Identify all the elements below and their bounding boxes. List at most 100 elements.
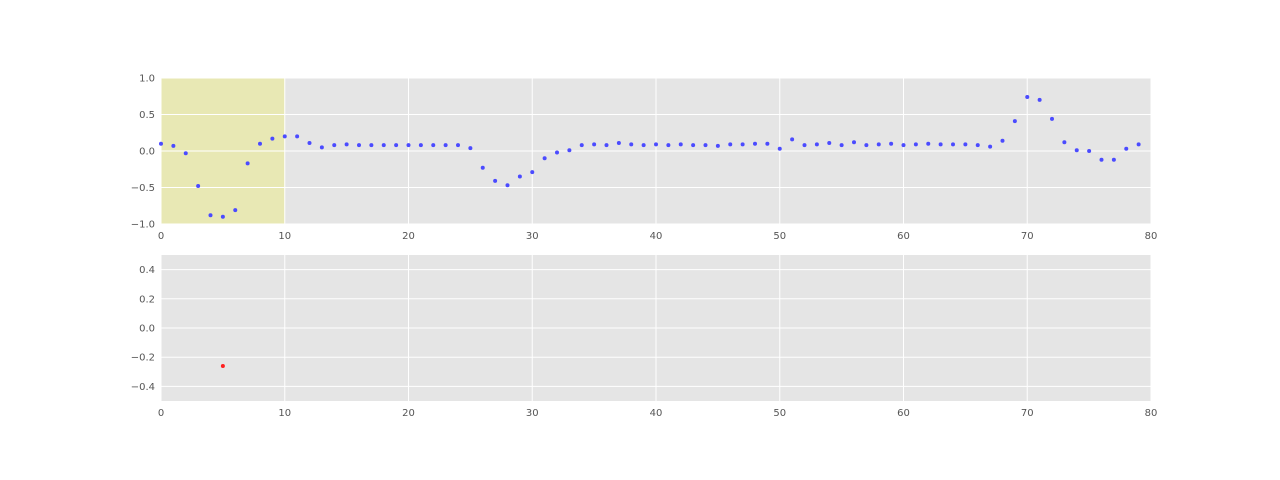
bottom-x-tick-label: 0 bbox=[158, 408, 164, 419]
bottom-x-tick-label: 50 bbox=[773, 408, 786, 419]
top-data-point bbox=[827, 140, 832, 145]
top-data-point bbox=[183, 151, 188, 156]
bottom-x-tick-label: 10 bbox=[278, 408, 291, 419]
top-y-tick-label: −1.0 bbox=[131, 220, 155, 231]
top-data-point bbox=[728, 142, 733, 147]
top-data-point bbox=[1025, 94, 1030, 99]
top-data-point bbox=[332, 143, 337, 148]
bottom-x-tick-label: 20 bbox=[402, 408, 415, 419]
top-data-point bbox=[926, 141, 931, 146]
top-data-point bbox=[208, 213, 213, 218]
top-data-point bbox=[258, 141, 262, 146]
top-data-point bbox=[641, 143, 646, 148]
top-data-point bbox=[505, 183, 510, 188]
top-data-point bbox=[1012, 119, 1017, 124]
top-data-point bbox=[431, 143, 436, 148]
top-data-point bbox=[1111, 157, 1116, 162]
top-data-point bbox=[889, 141, 894, 146]
top-y-tick-label: 0.5 bbox=[139, 110, 155, 121]
top-data-point bbox=[1037, 97, 1042, 102]
top-data-point bbox=[567, 148, 572, 153]
top-data-point bbox=[270, 136, 275, 141]
bottom-x-tick-label: 70 bbox=[1021, 408, 1034, 419]
top-data-point bbox=[344, 142, 349, 147]
top-data-point bbox=[1062, 140, 1067, 145]
top-data-point bbox=[319, 145, 324, 150]
top-x-tick-label: 80 bbox=[1145, 231, 1158, 242]
top-data-point bbox=[418, 143, 423, 148]
bottom-chart-panel: 0 10 20 30 40 50 60 70 80 0.4 0.2 0.0 −0.2 −0.4 bbox=[131, 255, 1158, 419]
top-data-point bbox=[530, 170, 535, 175]
top-data-point bbox=[988, 144, 993, 149]
top-data-point bbox=[456, 143, 460, 148]
top-data-point bbox=[1000, 138, 1005, 143]
top-data-point bbox=[740, 142, 745, 147]
top-data-point bbox=[233, 208, 238, 213]
top-data-point bbox=[171, 143, 176, 148]
top-x-tick-label: 20 bbox=[402, 231, 415, 242]
top-data-point bbox=[517, 174, 522, 179]
bottom-y-tick-label: −0.2 bbox=[131, 353, 155, 364]
bottom-y-tick-label: 0.0 bbox=[139, 324, 155, 335]
top-data-point bbox=[864, 143, 869, 148]
top-data-point bbox=[703, 143, 708, 148]
bottom-x-tick-label: 60 bbox=[897, 408, 910, 419]
top-data-point bbox=[1074, 148, 1079, 153]
top-y-tick-label: −0.5 bbox=[131, 183, 155, 194]
top-data-point bbox=[852, 140, 856, 145]
top-data-point bbox=[938, 142, 943, 147]
top-chart-panel: 0 10 20 30 40 50 60 70 80 1.0 0.5 0.0 −0.5 −1.0 bbox=[131, 74, 1158, 243]
top-data-point bbox=[777, 146, 782, 151]
top-data-point bbox=[295, 134, 300, 139]
bottom-x-tick-label: 30 bbox=[526, 408, 539, 419]
top-data-point bbox=[666, 143, 671, 148]
top-data-point bbox=[790, 137, 795, 142]
top-data-point bbox=[159, 141, 163, 146]
top-data-point bbox=[678, 142, 683, 147]
top-y-tick-label: 1.0 bbox=[139, 74, 155, 85]
top-data-point bbox=[443, 143, 448, 148]
top-data-point bbox=[579, 143, 584, 148]
top-data-point bbox=[1050, 116, 1054, 121]
top-x-tick-label: 0 bbox=[158, 231, 164, 242]
top-data-point bbox=[715, 143, 720, 148]
top-x-tick-label: 10 bbox=[278, 231, 291, 242]
top-data-point bbox=[616, 140, 621, 145]
top-data-point bbox=[555, 150, 559, 155]
top-data-point bbox=[369, 143, 374, 148]
bottom-data-point bbox=[220, 363, 225, 368]
top-data-point bbox=[765, 141, 770, 146]
top-data-point bbox=[1136, 142, 1141, 147]
top-data-point bbox=[802, 143, 807, 148]
top-data-point bbox=[975, 143, 980, 148]
top-data-point bbox=[1099, 157, 1104, 162]
top-data-point bbox=[493, 178, 498, 183]
top-data-point bbox=[406, 143, 411, 148]
top-data-point bbox=[963, 142, 968, 147]
top-data-point bbox=[381, 143, 386, 148]
top-data-point bbox=[629, 142, 634, 147]
top-data-point bbox=[876, 142, 881, 147]
top-data-point bbox=[282, 134, 287, 139]
top-data-point bbox=[839, 143, 844, 148]
bottom-y-tick-label: 0.4 bbox=[139, 265, 155, 276]
top-data-point bbox=[394, 143, 399, 148]
bottom-x-tick-label: 80 bbox=[1145, 408, 1158, 419]
top-data-point bbox=[220, 214, 225, 219]
top-x-tick-label: 50 bbox=[773, 231, 786, 242]
top-data-point bbox=[691, 143, 696, 148]
top-data-point bbox=[468, 146, 473, 151]
bottom-y-tick-label: −0.4 bbox=[131, 382, 155, 393]
top-x-tick-label: 70 bbox=[1021, 231, 1034, 242]
top-x-tick-label: 30 bbox=[526, 231, 539, 242]
top-data-point bbox=[901, 143, 906, 148]
top-data-point bbox=[913, 142, 918, 147]
top-data-point bbox=[196, 184, 201, 189]
top-x-tick-label: 40 bbox=[650, 231, 663, 242]
top-data-point bbox=[1087, 149, 1092, 153]
top-x-tick-label: 60 bbox=[897, 231, 910, 242]
top-data-point bbox=[592, 142, 597, 147]
top-data-point bbox=[654, 142, 658, 147]
top-data-point bbox=[1124, 146, 1129, 151]
